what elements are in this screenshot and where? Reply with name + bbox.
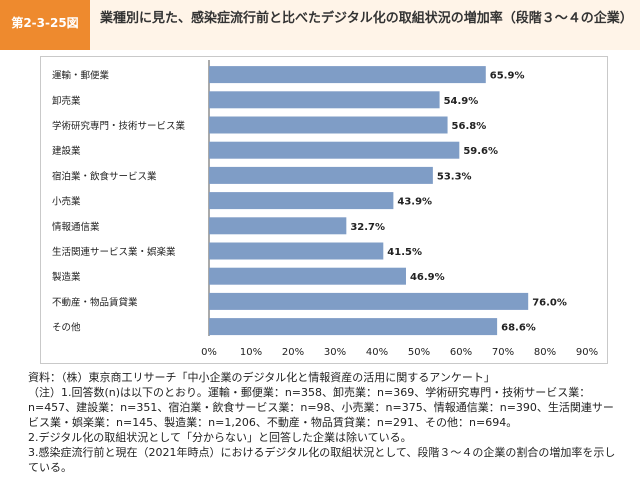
x-tick-label: 0% [201,347,217,358]
category-label: 不動産・物品賃貸業 [52,296,138,308]
category-label: その他 [52,322,81,334]
value-label: 54.9% [444,96,479,107]
bar [209,192,394,210]
x-tick-label: 40% [366,347,388,358]
value-label: 68.6% [501,323,536,334]
figure-title: 業種別に見た、感染症流行前と比べたデジタル化の取組状況の増加率（段階３～４の企業… [100,11,633,26]
value-label: 59.6% [463,146,498,157]
bar [209,91,440,109]
bar [209,141,460,159]
chart-frame [40,56,608,364]
bar [209,116,448,134]
value-label: 41.5% [387,247,422,258]
value-label: 32.7% [350,222,385,233]
x-tick-label: 20% [282,347,304,358]
category-label: 生活関連サービス業・娯楽業 [52,246,176,258]
chart-notes: 資料：（株）東京商工リサーチ「中小企業のデジタル化と情報資産の活用に関するアンケ… [28,370,618,475]
value-label: 43.9% [397,197,432,208]
category-label: 学術研究専門・技術サービス業 [52,120,186,132]
value-label: 56.8% [452,121,487,132]
bar [209,66,486,84]
x-tick-label: 30% [324,347,346,358]
x-tick-label: 80% [534,347,556,358]
figure-header: 第2-3-25図 業種別に見た、感染症流行前と比べたデジタル化の取組状況の増加率… [0,0,640,50]
source-note: 資料：（株）東京商工リサーチ「中小企業のデジタル化と情報資産の活用に関するアンケ… [28,371,495,384]
category-label: 卸売業 [52,95,81,107]
category-label: 建設業 [52,145,81,157]
bar [209,166,433,184]
x-tick-label: 90% [576,347,598,358]
bar [209,217,347,235]
x-tick-label: 70% [492,347,514,358]
bar [209,267,406,285]
value-label: 76.0% [532,297,567,308]
x-tick-label: 50% [408,347,430,358]
note-1: （注）1.回答数(n)は以下のとおり。運輸・郵便業：n=358、卸売業：n=36… [28,386,614,429]
value-label: 46.9% [410,272,445,283]
note-2: 2.デジタル化の取組状況として「分からない」と回答した企業は除いている。 [28,431,412,444]
bar [209,292,529,310]
bar [209,318,498,336]
category-label: 運輸・郵便業 [52,70,110,82]
category-label: 小売業 [52,196,81,208]
value-label: 65.9% [490,71,525,82]
bar-chart: 運輸・郵便業 65.9% 卸売業 54.9% 学術研究専門・技術サービス業 56.8% 建設… [52,60,598,358]
bar [209,242,384,260]
category-label: 宿泊業・飲食サービス業 [52,170,157,182]
x-tick-label: 10% [240,347,262,358]
value-label: 53.3% [437,171,472,182]
category-label: 情報通信業 [52,221,100,233]
note-3: 3.感染症流行前と現在（2021年時点）におけるデジタル化の取組状況として、段階… [28,446,616,474]
category-label: 製造業 [52,271,81,283]
figure-label: 第2-3-25図 [0,0,90,50]
x-tick-label: 60% [450,347,472,358]
